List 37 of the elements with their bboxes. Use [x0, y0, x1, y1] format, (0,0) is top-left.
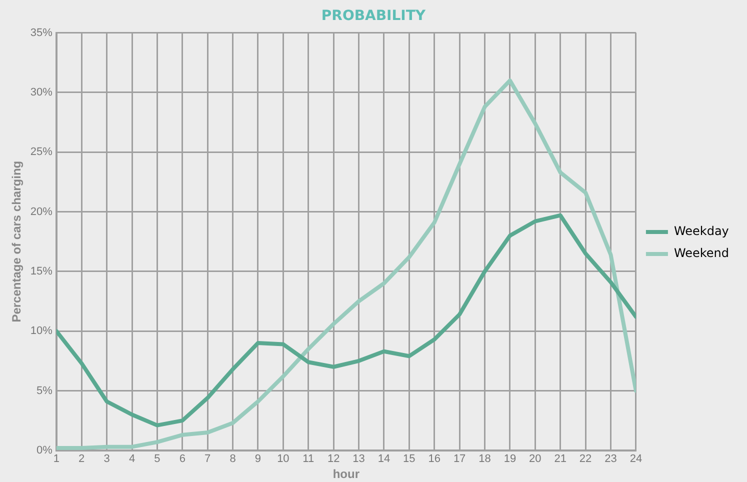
- y-tick-label: 35%: [30, 26, 53, 39]
- x-tick-label: 10: [277, 453, 290, 466]
- x-tick-label: 5: [154, 453, 160, 466]
- x-tick-label: 23: [604, 453, 617, 466]
- x-tick-label: 9: [254, 453, 262, 466]
- x-tick-label: 12: [327, 453, 340, 466]
- x-tick-label: 22: [579, 453, 592, 466]
- x-tick-label: 15: [403, 453, 416, 466]
- x-tick-label: 17: [453, 453, 466, 466]
- y-tick-label: 30%: [30, 86, 53, 98]
- y-tick-label: 15%: [30, 265, 53, 278]
- x-tick-label: 14: [378, 453, 390, 466]
- legend-label: Weekend: [674, 246, 730, 260]
- y-tick-label: 25%: [30, 146, 53, 158]
- x-tick-label: 4: [128, 453, 136, 466]
- x-axis-title: hour: [332, 467, 360, 482]
- x-tick-label: 6: [179, 453, 186, 466]
- x-tick-label: 18: [478, 453, 491, 466]
- x-tick-label: 19: [504, 453, 516, 466]
- y-tick-label: 20%: [30, 206, 53, 218]
- x-tick-label: 20: [529, 453, 542, 466]
- chart-title: PROBABILITY: [321, 8, 426, 24]
- y-tick-label: 0%: [36, 444, 53, 456]
- x-tick-label: 1: [53, 453, 60, 466]
- x-tick-label: 3: [104, 453, 110, 466]
- x-tick-label: 2: [78, 453, 85, 466]
- y-tick-label: 5%: [36, 384, 53, 397]
- x-tick-label: 21: [554, 453, 566, 466]
- x-tick-label: 16: [428, 453, 440, 466]
- x-tick-label: 8: [230, 453, 236, 466]
- legend-label: Weekday: [674, 224, 729, 238]
- x-tick-label: 13: [352, 453, 365, 466]
- x-tick-label: 24: [630, 453, 642, 466]
- x-tick-label: 7: [204, 453, 211, 466]
- y-axis-title: Percentage of cars charging: [10, 160, 24, 322]
- x-tick-label: 11: [302, 453, 314, 466]
- y-tick-label: 10%: [30, 325, 53, 338]
